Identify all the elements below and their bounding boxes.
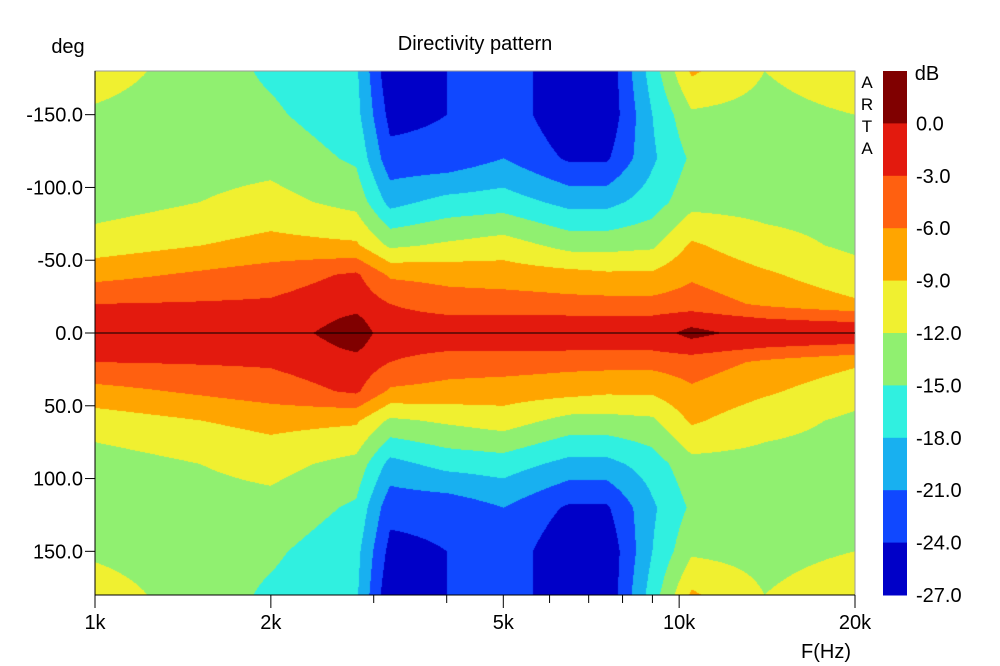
colorbar-level-label: -27.0 xyxy=(916,585,962,607)
watermark-letter: R xyxy=(861,95,873,114)
colorbar-unit: dB xyxy=(915,63,939,85)
x-axis: 1k 2k 5k 10k 20k xyxy=(84,594,872,634)
x-tick-label: 5k xyxy=(493,612,515,634)
watermark-letter: A xyxy=(861,73,873,92)
y-tick-label: 150.0 xyxy=(33,541,83,563)
colorbar-level-label: -3.0 xyxy=(916,166,950,188)
y-tick-label: -50.0 xyxy=(37,250,83,272)
colorbar-level-label: -15.0 xyxy=(916,375,962,397)
colorbar-swatch xyxy=(883,333,907,386)
y-tick-label: -100.0 xyxy=(26,177,83,199)
x-tick-label: 1k xyxy=(84,612,106,634)
colorbar-swatch xyxy=(883,385,907,439)
colorbar-swatch xyxy=(883,542,907,596)
colorbar-swatch xyxy=(883,280,907,334)
colorbar-level-label: -9.0 xyxy=(916,271,950,293)
colorbar-swatch xyxy=(883,123,907,177)
watermark-letter: A xyxy=(861,139,873,158)
colorbar-swatch xyxy=(883,228,907,282)
x-tick-label: 10k xyxy=(663,612,696,634)
watermark-letter: T xyxy=(862,117,872,136)
y-tick-label: -150.0 xyxy=(26,105,83,127)
colorbar-level-label: -12.0 xyxy=(916,323,962,345)
y-tick-label: 0.0 xyxy=(55,323,83,345)
chart-title: Directivity pattern xyxy=(398,33,553,55)
colorbar-swatch xyxy=(883,490,907,544)
y-tick-label: 50.0 xyxy=(44,396,83,418)
colorbar-level-label: -24.0 xyxy=(916,533,962,555)
y-axis: -150.0 -100.0 -50.0 0.0 50.0 100.0 150.0 xyxy=(26,71,96,595)
x-tick-label: 2k xyxy=(260,612,282,634)
colorbar-swatch xyxy=(883,175,907,229)
colorbar-level-label: 0.0 xyxy=(916,113,944,135)
y-tick-label: 100.0 xyxy=(33,469,83,491)
colorbar-level-label: -21.0 xyxy=(916,480,962,502)
colorbar-level-label: -18.0 xyxy=(916,428,962,450)
colorbar: 0.0 -3.0 -6.0 -9.0 -12.0 -15.0 -18.0 -21.0 -24.0… xyxy=(883,71,962,607)
colorbar-swatch xyxy=(883,437,907,491)
x-tick-label: 20k xyxy=(839,612,872,634)
colorbar-swatch xyxy=(883,71,907,124)
colorbar-level-label: -6.0 xyxy=(916,218,950,240)
x-axis-unit: F(Hz) xyxy=(801,641,851,663)
y-axis-unit: deg xyxy=(51,36,84,58)
